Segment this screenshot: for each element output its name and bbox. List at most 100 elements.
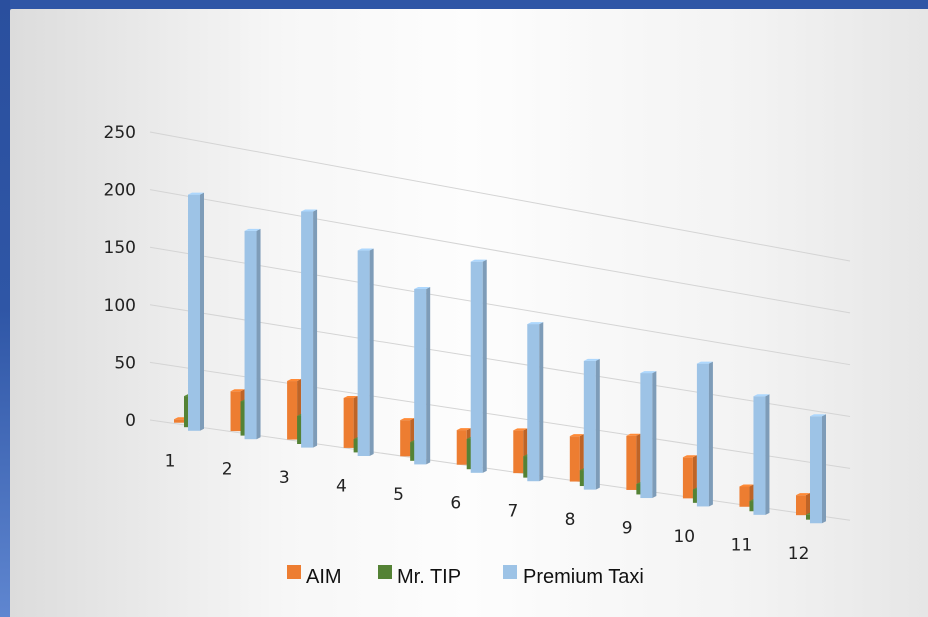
bar-side <box>652 371 657 499</box>
bar-side <box>822 414 826 524</box>
bar-premium-taxi-12 <box>810 414 826 524</box>
x-tick-label-8: 8 <box>565 510 576 530</box>
bars <box>174 192 826 524</box>
gridline-100 <box>149 304 851 418</box>
bar-side <box>369 248 374 457</box>
legend-label-mr-tip: Mr. TIP <box>397 566 461 588</box>
bar-top <box>188 192 204 195</box>
bar-premium-taxi-5 <box>414 286 431 465</box>
bar-front <box>569 436 580 482</box>
gridlines <box>149 131 851 521</box>
x-tick-label-9: 9 <box>622 519 633 539</box>
bar-top <box>287 379 302 382</box>
bar-side <box>692 455 697 499</box>
chart-area <box>10 9 928 617</box>
bar-premium-taxi-7 <box>527 322 544 482</box>
bar-top <box>230 389 245 392</box>
x-tick-label-3: 3 <box>279 468 290 488</box>
gridline-250 <box>149 131 851 262</box>
bar-front <box>626 435 637 490</box>
bar-front <box>357 250 370 457</box>
bar-front <box>583 360 596 490</box>
bar-top <box>583 358 600 361</box>
y-tick-label: 0 <box>125 411 136 431</box>
bar-top <box>527 322 544 325</box>
bar-side <box>708 361 713 507</box>
bar-aim-4 <box>343 395 358 448</box>
x-tick-label-2: 2 <box>222 460 233 480</box>
bar-premium-taxi-1 <box>188 192 204 431</box>
bar-top <box>810 414 826 417</box>
gridline-0 <box>149 419 851 521</box>
y-tick-label: 250 <box>104 123 136 143</box>
x-tick-label-10: 10 <box>673 527 695 547</box>
bar-premium-taxi-6 <box>470 259 487 473</box>
bar-front <box>470 261 483 473</box>
x-tick-label-1: 1 <box>165 451 176 471</box>
legend-swatch-mr-tip <box>378 565 392 579</box>
bar-front <box>796 495 806 516</box>
bar-front <box>640 373 653 499</box>
bar-front <box>343 397 354 448</box>
bar-front <box>287 381 298 440</box>
bar-top <box>244 228 261 231</box>
bar-front <box>810 416 822 524</box>
x-tick-label-11: 11 <box>731 535 753 555</box>
x-tick-label-5: 5 <box>393 485 404 505</box>
bar-top <box>513 428 528 431</box>
legend-swatch-aim <box>287 565 301 579</box>
bar-top <box>470 259 487 262</box>
bar-side <box>636 433 641 490</box>
bar-front <box>527 324 540 482</box>
bar-side <box>426 286 431 465</box>
bar-front <box>414 288 427 465</box>
x-tick-label-12: 12 <box>788 544 810 564</box>
bar-premium-taxi-2 <box>244 228 261 440</box>
bar-top <box>696 361 713 364</box>
bar-front <box>188 194 200 431</box>
bar-top <box>640 371 657 374</box>
bar-premium-taxi-9 <box>640 371 657 499</box>
x-axis: 1 2 3 4 5 6 7 8 9 10 11 12 <box>165 451 810 563</box>
bar-aim-12 <box>796 493 810 516</box>
legend-label-premium-taxi: Premium Taxi <box>523 566 644 588</box>
x-tick-label-7: 7 <box>507 502 518 522</box>
bar-top <box>357 248 374 251</box>
bar-premium-taxi-3 <box>301 209 318 448</box>
bar-front <box>230 391 241 432</box>
bar-side <box>806 493 810 516</box>
bar-top <box>343 395 358 398</box>
bar-premium-taxi-8 <box>583 358 600 490</box>
bar-side <box>595 358 600 490</box>
gridline-150 <box>149 246 851 366</box>
gridline-200 <box>149 189 851 314</box>
bar-top <box>796 493 810 496</box>
slide-left-band <box>0 0 10 617</box>
bar-side <box>765 394 770 515</box>
bar-front <box>513 430 524 474</box>
legend-swatch-premium-taxi <box>503 565 517 579</box>
bar-front <box>244 230 257 440</box>
legend-label-aim: AIM <box>306 566 342 588</box>
bar-side <box>256 228 261 440</box>
bar-front <box>753 396 766 515</box>
bar-top <box>301 209 318 212</box>
bar-front <box>682 457 693 499</box>
bar-front <box>301 211 314 448</box>
y-tick-label: 100 <box>104 296 136 316</box>
bar-top <box>626 433 641 436</box>
bar-aim-9 <box>626 433 641 490</box>
bar-side <box>353 395 358 448</box>
bar-front <box>400 420 411 457</box>
bar-premium-taxi-4 <box>357 248 374 457</box>
y-axis: 0 50 100 150 200 250 <box>104 123 136 431</box>
bar-premium-taxi-11 <box>753 394 770 515</box>
y-tick-label: 50 <box>114 353 136 373</box>
bar-side <box>539 322 544 482</box>
bar-aim-10 <box>682 455 697 499</box>
bar-top <box>456 428 471 431</box>
y-tick-label: 200 <box>104 181 136 201</box>
bar-front <box>739 486 750 507</box>
bar-side <box>482 259 487 473</box>
